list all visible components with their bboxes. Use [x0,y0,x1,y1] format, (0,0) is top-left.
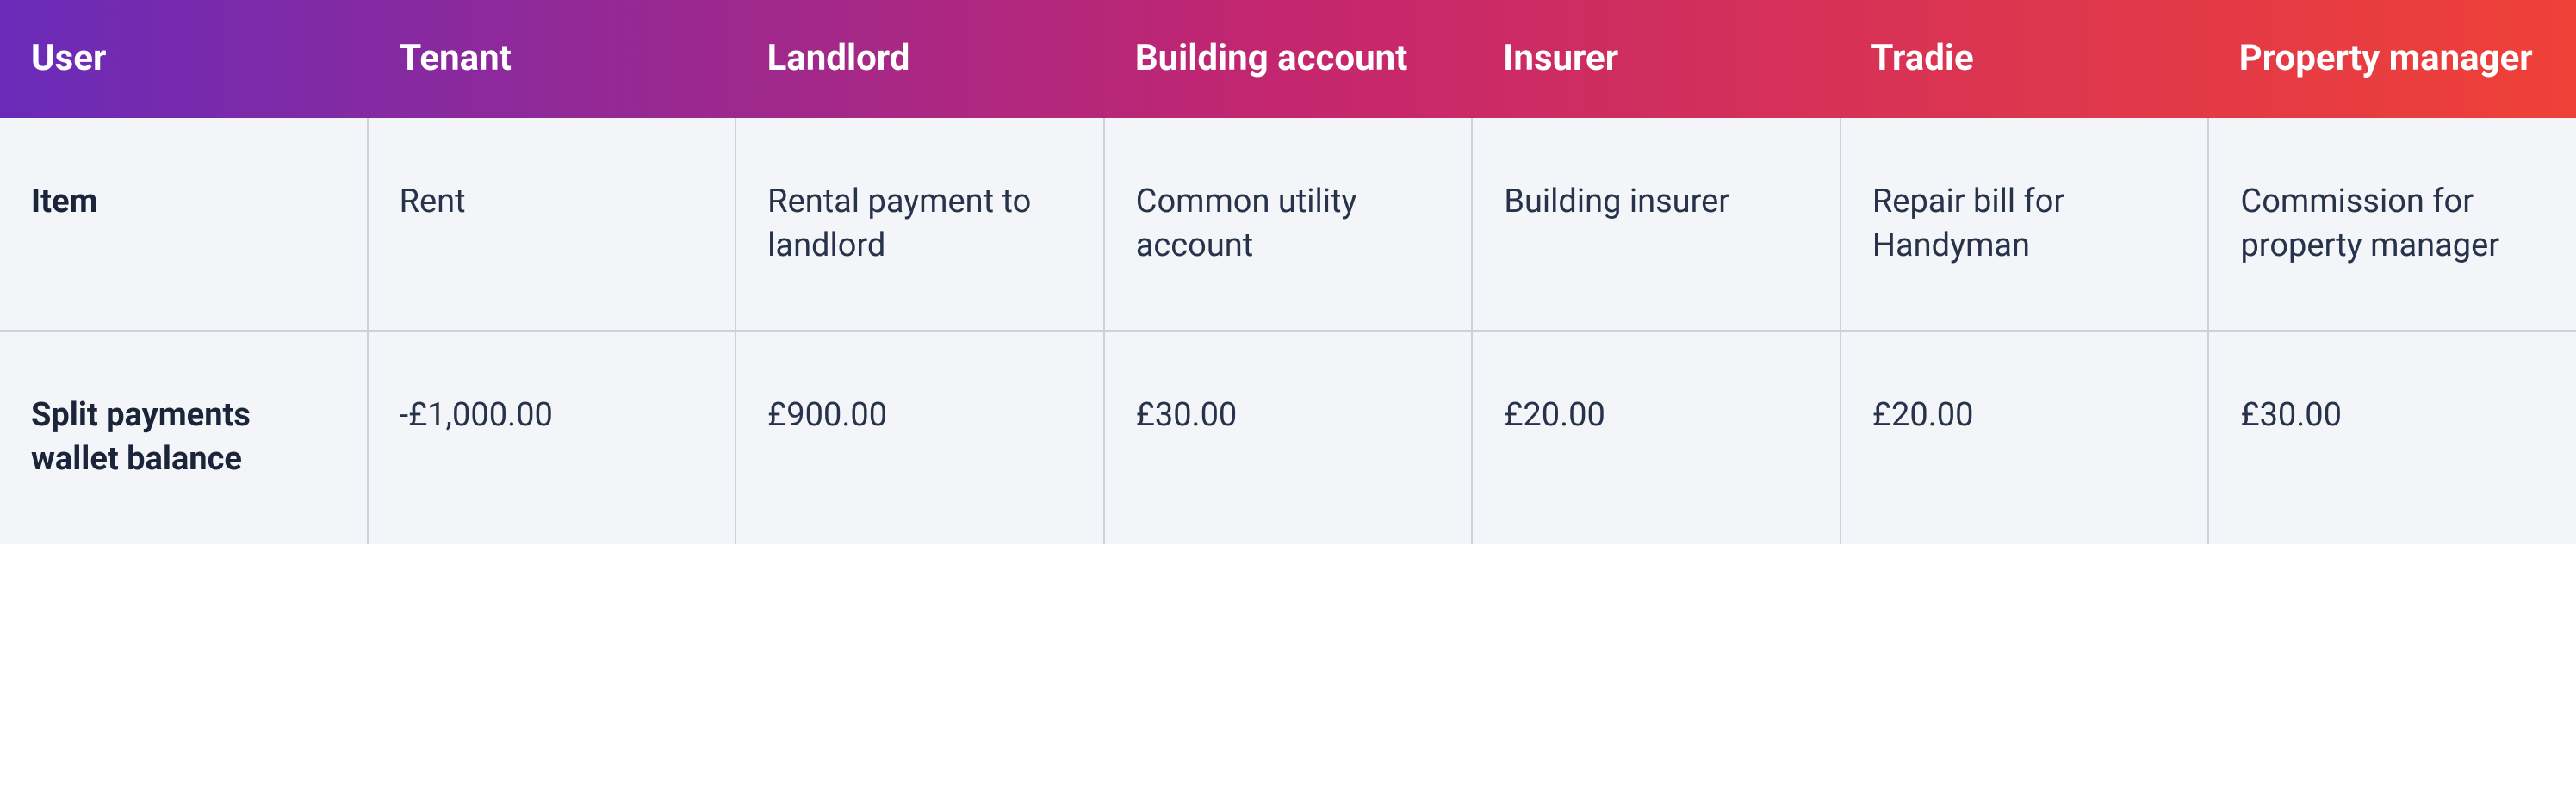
header-label: Tradie [1871,36,1973,82]
table-cell: Common utility account [1105,118,1474,331]
header-label: Landlord [767,36,910,82]
table-cell: Building insurer [1473,118,1841,331]
header-label: Property manager [2239,36,2533,82]
cell-value: Commission for property manager [2240,180,2545,269]
cell-value: £900.00 [767,394,887,437]
cell-value: £20.00 [1872,394,1974,437]
cell-value: Common utility account [1136,180,1441,269]
table-cell: £30.00 [2209,332,2576,544]
row-label: Split payments wallet balance [31,394,336,482]
header-label: Insurer [1503,36,1618,82]
table-cell: £900.00 [736,332,1105,544]
table-header-cell: Property manager [2208,0,2576,118]
table-cell: £20.00 [1841,332,2210,544]
header-label: Building account [1135,36,1408,82]
table-header-cell: Tradie [1840,0,2207,118]
table-cell: Rental payment to landlord [736,118,1105,331]
table-cell: £20.00 [1473,332,1841,544]
table-header-cell: Landlord [736,0,1104,118]
table-cell: Rent [369,118,737,331]
cell-value: Repair bill for Handyman [1872,180,2177,269]
table-cell: -£1,000.00 [369,332,737,544]
header-label: User [31,36,106,82]
row-label-cell: Item [0,118,369,331]
split-payments-table: User Tenant Landlord Building account In… [0,0,2576,544]
cell-value: Building insurer [1504,180,1729,224]
table-row: Item Rent Rental payment to landlord Com… [0,118,2576,332]
table-cell: Repair bill for Handyman [1841,118,2210,331]
table-header-cell: Tenant [368,0,736,118]
cell-value: Rent [400,180,466,224]
row-label: Item [31,180,97,224]
table-row: Split payments wallet balance -£1,000.00… [0,332,2576,544]
header-label: Tenant [399,36,512,82]
row-label-cell: Split payments wallet balance [0,332,369,544]
table-header-cell: User [0,0,368,118]
table-header-cell: Building account [1104,0,1472,118]
table-header-row: User Tenant Landlord Building account In… [0,0,2576,118]
table-header-cell: Insurer [1472,0,1840,118]
cell-value: -£1,000.00 [400,394,553,437]
cell-value: £30.00 [2240,394,2342,437]
cell-value: Rental payment to landlord [767,180,1072,269]
table-cell: Commission for property manager [2209,118,2576,331]
cell-value: £20.00 [1504,394,1605,437]
cell-value: £30.00 [1136,394,1238,437]
table-cell: £30.00 [1105,332,1474,544]
